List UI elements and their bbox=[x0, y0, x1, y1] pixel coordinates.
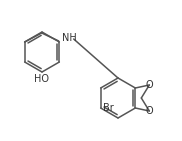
Text: Br: Br bbox=[103, 103, 113, 113]
Text: HO: HO bbox=[35, 74, 50, 84]
Text: O: O bbox=[145, 80, 153, 90]
Text: NH: NH bbox=[62, 33, 76, 43]
Text: O: O bbox=[145, 106, 153, 116]
